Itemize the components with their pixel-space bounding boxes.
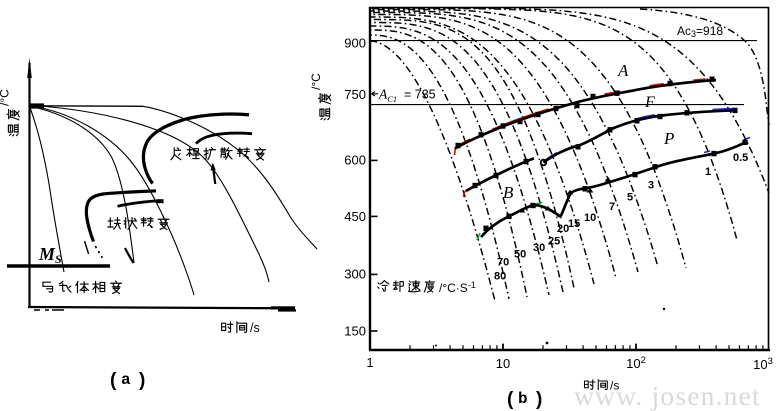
svg-text:B: B — [503, 183, 514, 202]
svg-text:600: 600 — [344, 153, 366, 168]
svg-text:25: 25 — [548, 236, 560, 248]
svg-text:150: 150 — [344, 324, 366, 339]
svg-text:A: A — [617, 61, 629, 80]
svg-text:/s: /s — [610, 379, 619, 393]
svg-text:10: 10 — [496, 356, 510, 371]
svg-text:P: P — [663, 129, 674, 148]
svg-text:1: 1 — [705, 166, 711, 178]
svg-text:50: 50 — [514, 249, 526, 261]
svg-text:20: 20 — [557, 223, 569, 235]
svg-text:Ac3=918: Ac3=918 — [677, 24, 723, 39]
svg-text:(: ( — [507, 389, 514, 410]
svg-text:15: 15 — [568, 218, 580, 230]
svg-text:/°C: /°C — [0, 89, 12, 106]
svg-text:= 735: = 735 — [404, 88, 436, 102]
svg-text:30: 30 — [533, 242, 545, 254]
svg-text:300: 300 — [344, 267, 366, 282]
svg-text:/s: /s — [250, 321, 260, 335]
svg-text:(: ( — [110, 370, 117, 391]
svg-text:a: a — [121, 371, 131, 389]
svg-text:3: 3 — [648, 180, 654, 192]
svg-text:70: 70 — [497, 257, 509, 269]
svg-text:0.5: 0.5 — [733, 152, 748, 164]
svg-text:F: F — [644, 94, 655, 111]
svg-text:7: 7 — [609, 201, 615, 213]
svg-text:10: 10 — [584, 212, 596, 224]
svg-text:750: 750 — [344, 87, 366, 102]
svg-text:): ) — [536, 389, 542, 410]
svg-text:/°C: /°C — [309, 73, 323, 90]
svg-text:1: 1 — [366, 355, 373, 370]
svg-text:450: 450 — [344, 209, 366, 224]
svg-text:): ) — [139, 370, 145, 391]
svg-text:5: 5 — [627, 192, 633, 204]
svg-text:80: 80 — [494, 271, 506, 283]
svg-text:www. josen.net: www. josen.net — [574, 380, 761, 411]
svg-text:b: b — [518, 390, 528, 408]
svg-text:/°C·S-1: /°C·S-1 — [439, 280, 476, 295]
svg-text:900: 900 — [344, 36, 366, 51]
